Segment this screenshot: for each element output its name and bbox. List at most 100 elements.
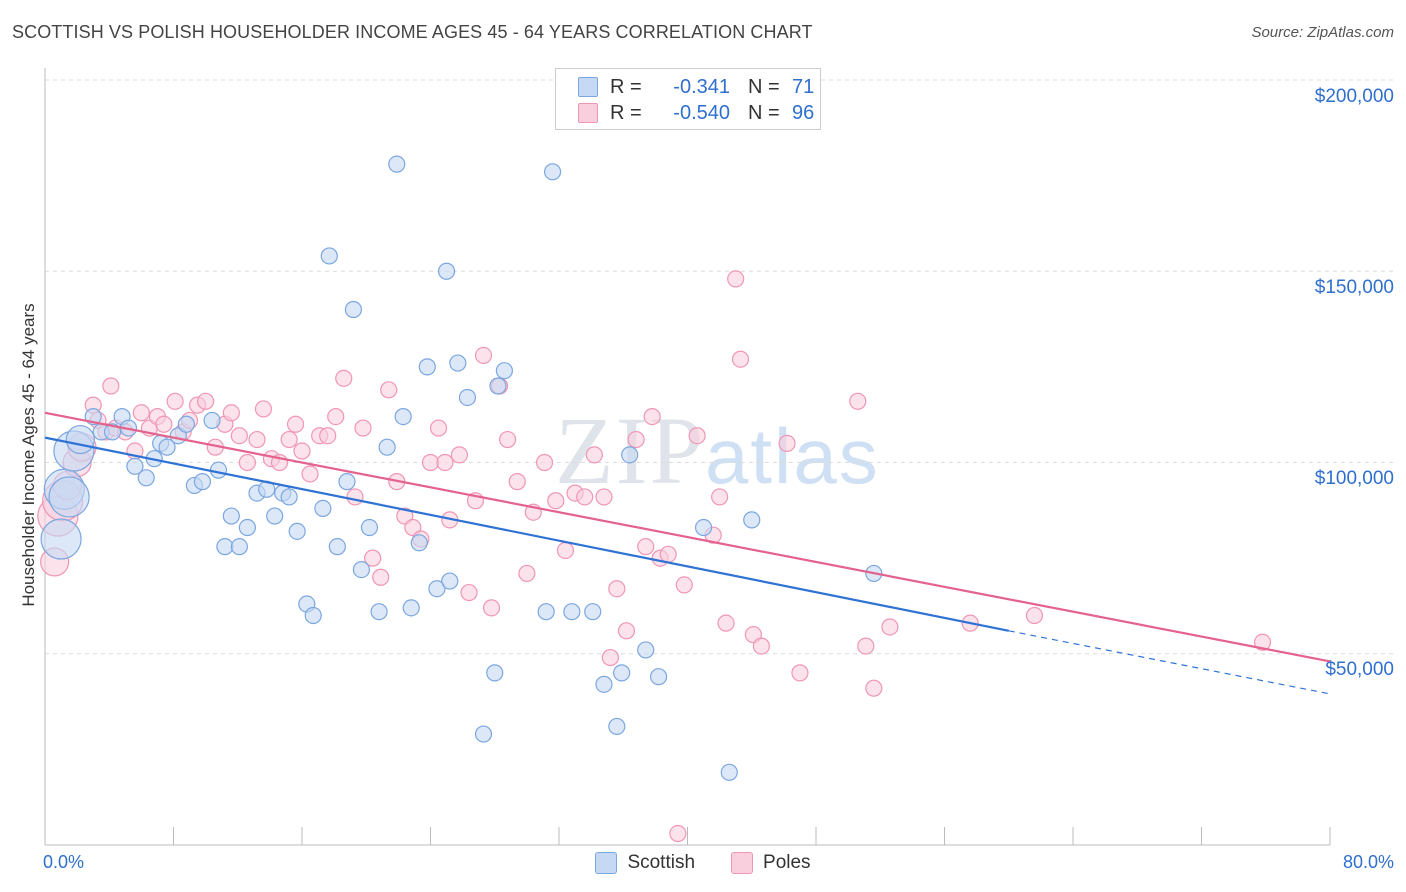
scottish-point bbox=[720, 763, 738, 781]
scottish-point bbox=[584, 603, 602, 621]
y-tick-label: $100,000 bbox=[1314, 468, 1394, 489]
n-label: N = bbox=[748, 75, 780, 98]
poles-point bbox=[1025, 606, 1044, 625]
scottish-point bbox=[266, 507, 284, 525]
scottish-point bbox=[537, 603, 555, 621]
scottish-point bbox=[203, 411, 221, 430]
scottish-point bbox=[193, 473, 212, 491]
poles-point bbox=[155, 415, 173, 433]
scottish-point bbox=[563, 603, 581, 621]
scottish-point bbox=[595, 675, 613, 693]
poles-point bbox=[327, 408, 345, 426]
scottish-point bbox=[743, 511, 761, 529]
scottish-point bbox=[474, 725, 493, 743]
poles-point bbox=[637, 538, 655, 556]
scottish-point bbox=[137, 469, 155, 487]
stats-legend: R = -0.341 N = 71 R = -0.540 N = 96 bbox=[555, 68, 821, 130]
scottish-point bbox=[428, 580, 446, 598]
scottish-point bbox=[543, 163, 562, 181]
scottish-point bbox=[637, 641, 655, 659]
poles-point bbox=[508, 473, 526, 491]
poles-point bbox=[319, 427, 337, 445]
scottish-point bbox=[40, 518, 82, 560]
scottish-point bbox=[328, 538, 346, 556]
scottish-swatch bbox=[595, 852, 618, 874]
legend-item-scottish[interactable]: Scottish bbox=[595, 852, 695, 874]
poles-point bbox=[132, 404, 150, 422]
poles-point bbox=[335, 369, 353, 387]
scottish-point bbox=[230, 538, 248, 556]
poles-point bbox=[617, 622, 636, 640]
scottish-point bbox=[177, 415, 195, 433]
poles-point bbox=[608, 580, 626, 598]
poles-point bbox=[518, 564, 536, 583]
scottish-point bbox=[458, 388, 477, 407]
scottish-point bbox=[388, 155, 406, 173]
poles-point bbox=[731, 350, 750, 368]
poles-point bbox=[643, 408, 661, 426]
scottish-point bbox=[694, 518, 713, 537]
legend-item-poles[interactable]: Poles bbox=[731, 852, 811, 874]
poles-point bbox=[669, 824, 687, 843]
scottish-point bbox=[360, 518, 379, 537]
r-label: R = bbox=[610, 101, 642, 124]
poles-point bbox=[865, 679, 883, 697]
poles-point bbox=[659, 545, 677, 563]
poles-point bbox=[222, 404, 240, 422]
scottish-point bbox=[103, 423, 122, 441]
poles-point bbox=[1253, 633, 1272, 651]
poles-point bbox=[372, 568, 390, 586]
n-value: 71 bbox=[792, 75, 815, 98]
scottish-point bbox=[238, 518, 256, 537]
poles-point bbox=[627, 430, 645, 449]
poles-point bbox=[166, 392, 184, 410]
poles-point bbox=[688, 427, 706, 445]
scottish-point bbox=[449, 354, 467, 372]
poles-point bbox=[778, 434, 796, 452]
chart-title: SCOTTISH VS POLISH HOUSEHOLDER INCOME AG… bbox=[12, 22, 813, 42]
scottish-point bbox=[495, 362, 513, 380]
poles-point bbox=[595, 488, 613, 506]
scottish-point bbox=[352, 560, 371, 579]
poles-point bbox=[752, 637, 770, 655]
r-value: -0.341 bbox=[673, 75, 730, 98]
poles-point bbox=[364, 549, 382, 567]
scottish-point bbox=[314, 499, 332, 517]
scottish-point bbox=[126, 457, 144, 475]
poles-point bbox=[556, 541, 575, 560]
poles-point bbox=[675, 576, 693, 594]
scottish-point bbox=[437, 262, 456, 280]
y-tick-label: $50,000 bbox=[1325, 659, 1394, 680]
poles-point bbox=[576, 488, 594, 506]
poles-point bbox=[547, 492, 565, 510]
legend-row-scottish: R = -0.341 N = 71 bbox=[578, 75, 814, 99]
poles-swatch bbox=[578, 103, 598, 123]
poles-point bbox=[197, 392, 215, 410]
scottish-trend-line bbox=[44, 436, 1009, 632]
scottish-point bbox=[288, 522, 306, 540]
scottish-point bbox=[621, 446, 639, 464]
scottish-point bbox=[489, 377, 507, 395]
poles-point bbox=[711, 488, 729, 506]
scottish-point bbox=[608, 717, 626, 736]
legend-label-poles: Poles bbox=[763, 852, 811, 873]
poles-point bbox=[354, 419, 372, 437]
poles-point bbox=[280, 430, 298, 449]
poles-point bbox=[293, 442, 311, 460]
series-legend: Scottish Poles bbox=[0, 852, 1406, 874]
scottish-point bbox=[222, 507, 240, 525]
scottish-point bbox=[486, 664, 504, 682]
poles-point bbox=[585, 446, 603, 464]
poles-point bbox=[499, 430, 517, 449]
poles-point bbox=[450, 446, 469, 464]
poles-point bbox=[254, 400, 273, 418]
x-tick-label-max: 80.0% bbox=[1342, 852, 1394, 872]
poles-point bbox=[301, 465, 319, 483]
scottish-point bbox=[280, 488, 298, 506]
scottish-point bbox=[441, 572, 459, 590]
poles-point bbox=[421, 453, 440, 472]
poles-point bbox=[474, 346, 493, 364]
poles-point bbox=[286, 415, 305, 433]
scottish-point bbox=[410, 534, 428, 552]
